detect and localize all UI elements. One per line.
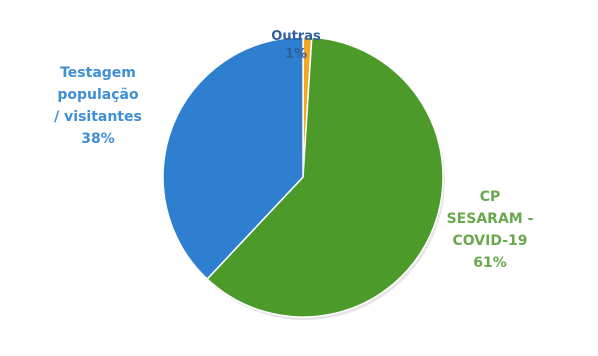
slice-label-testagem-line-1: Testagem <box>60 65 136 81</box>
slice-label-outras-value: 1% <box>284 47 308 62</box>
slice-label-outras-line-1: Outras <box>271 29 321 44</box>
slice-label-outras: Outras 1% <box>262 28 330 64</box>
slice-label-cp-line-1: CP <box>479 189 501 205</box>
slice-label-testagem-line-2: população <box>57 87 139 103</box>
slice-label-testagem-line-3: / visitantes <box>54 109 142 125</box>
slice-label-testagem-value: 38% <box>81 131 115 147</box>
slice-label-cp-sesaram: CP SESARAM - COVID-19 61% <box>432 186 548 274</box>
slice-label-testagem: Testagem população / visitantes 38% <box>28 62 168 150</box>
pie-slice-cp-sesaram-covid-19 <box>206 36 444 318</box>
slice-label-cp-line-3: COVID-19 <box>452 233 528 249</box>
slice-label-cp-value: 61% <box>473 255 507 271</box>
slice-label-cp-line-2: SESARAM - <box>446 211 534 227</box>
pie-slice-testagem-popula-o-visitantes <box>162 36 304 281</box>
